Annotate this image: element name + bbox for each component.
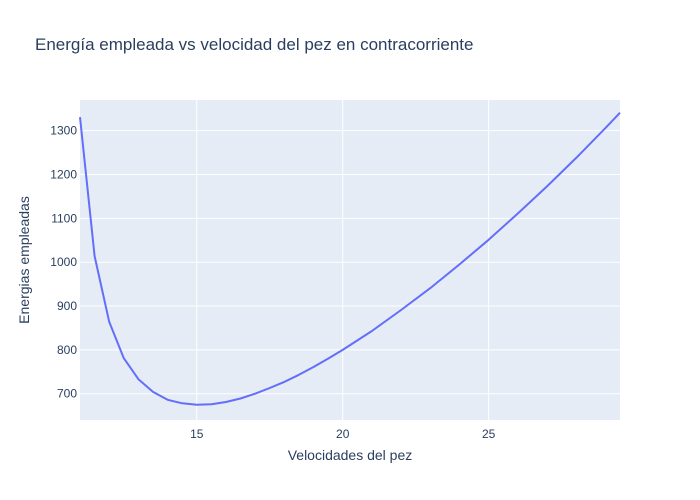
- y-axis-ticks: 700 800 900 1000 1100 1200 1300: [50, 124, 77, 401]
- x-axis-title: Velocidades del pez: [288, 447, 413, 463]
- x-tick-label: 15: [190, 427, 204, 441]
- plot-area: [80, 100, 620, 420]
- chart-title: Energía empleada vs velocidad del pez en…: [35, 35, 474, 54]
- y-tick-label: 1300: [50, 124, 77, 138]
- y-tick-label: 900: [57, 299, 77, 313]
- y-tick-label: 1100: [51, 211, 77, 225]
- series-group: [79, 112, 621, 406]
- x-tick-label: 20: [336, 427, 350, 441]
- y-gridlines: [80, 130, 620, 395]
- y-tick-label: 1000: [50, 255, 77, 269]
- y-tick-label: 800: [57, 343, 77, 357]
- x-axis-ticks: 15 20 25: [190, 427, 496, 441]
- y-tick-label: 1200: [50, 168, 77, 182]
- y-axis-title: Energias empleadas: [16, 196, 32, 324]
- series-line: [79, 112, 621, 406]
- y-tick-label: 700: [57, 387, 77, 401]
- x-tick-label: 25: [482, 427, 496, 441]
- x-gridlines: [196, 100, 490, 420]
